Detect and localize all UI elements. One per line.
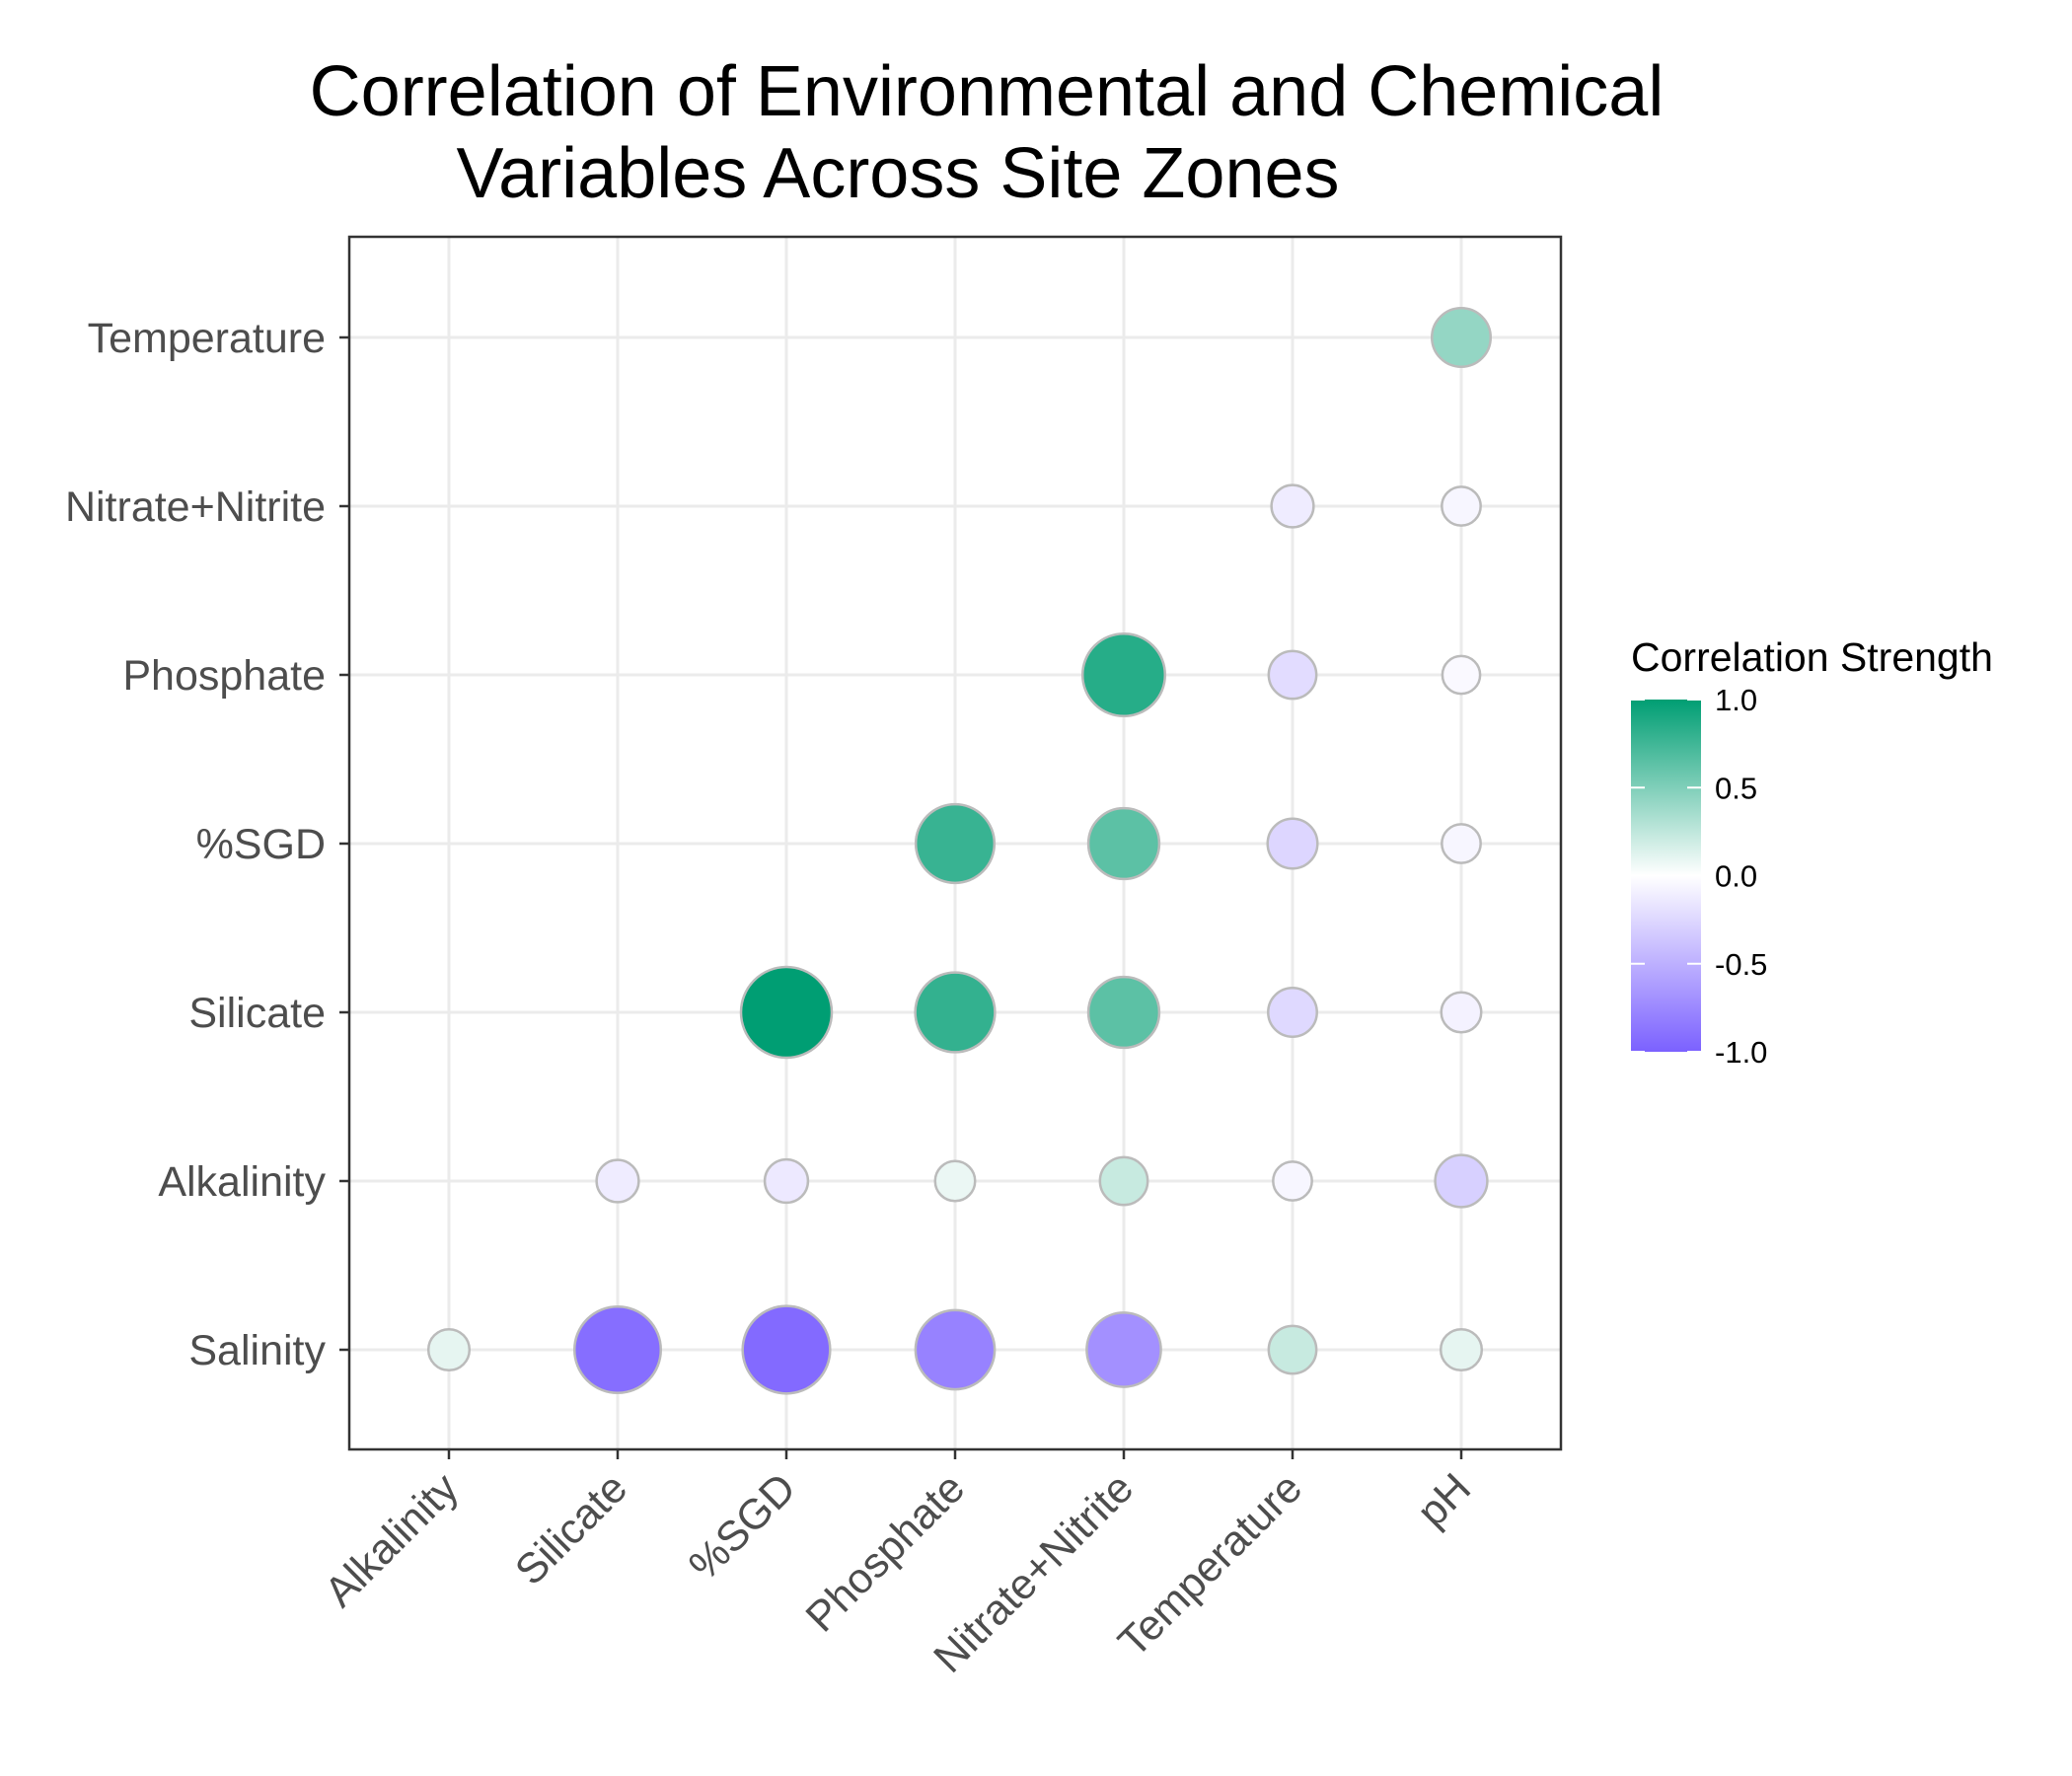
y-tick-label: Salinity xyxy=(188,1327,326,1374)
correlation-point xyxy=(741,1304,832,1395)
y-tick-label: Nitrate+Nitrite xyxy=(65,483,326,531)
x-tick-label: Silicate xyxy=(506,1464,636,1594)
legend-tick-label: 0.0 xyxy=(1715,859,1757,894)
color-legend: Correlation Strength 1.0 0.5 0.0 -0.5 -1.0 xyxy=(1631,634,1993,1070)
correlation-point xyxy=(1267,987,1318,1038)
correlation-point xyxy=(1441,485,1482,527)
correlation-point xyxy=(595,1158,640,1204)
correlation-point xyxy=(763,1157,810,1205)
correlation-point xyxy=(1080,631,1167,718)
correlation-point xyxy=(1272,1160,1313,1202)
correlation-point xyxy=(1267,649,1318,701)
correlation-point xyxy=(426,1327,472,1372)
correlation-point xyxy=(1086,806,1161,881)
correlation-point xyxy=(1086,975,1161,1050)
correlation-point xyxy=(1440,991,1483,1034)
y-tick-label: Alkalinity xyxy=(158,1158,326,1206)
correlation-point xyxy=(914,971,997,1054)
y-tick-label: Phosphate xyxy=(122,652,326,700)
x-tick-label: %SGD xyxy=(680,1464,805,1590)
correlation-point xyxy=(1266,817,1319,870)
correlation-point xyxy=(1085,1311,1162,1388)
legend-title: Correlation Strength xyxy=(1631,634,1993,680)
plot-panel: SalinityAlkalinitySilicate%SGDPhosphateN… xyxy=(65,235,1563,1682)
correlation-point xyxy=(1267,1324,1318,1375)
correlation-point xyxy=(1441,823,1482,864)
correlation-point xyxy=(1439,1327,1484,1372)
correlation-point xyxy=(933,1159,977,1203)
legend-tick-label: 1.0 xyxy=(1715,683,1757,717)
correlation-point xyxy=(1098,1155,1149,1207)
legend-tick-label: 0.5 xyxy=(1715,771,1757,805)
x-tick-label: Temperature xyxy=(1109,1464,1311,1666)
legend-tick-label: -1.0 xyxy=(1715,1035,1767,1070)
correlation-point xyxy=(914,1308,997,1391)
correlation-point xyxy=(1434,1153,1489,1209)
x-tick-label: Phosphate xyxy=(797,1464,974,1641)
x-tick-label: Alkalinity xyxy=(316,1464,468,1616)
chart-title-line-2: Variables Across Site Zones xyxy=(456,134,1339,213)
correlation-point xyxy=(572,1304,663,1395)
x-tick-label: pH xyxy=(1408,1464,1480,1536)
correlation-point xyxy=(1270,483,1315,529)
correlation-point xyxy=(1430,306,1493,369)
y-tick-label: Temperature xyxy=(88,315,326,362)
chart-title-line-1: Correlation of Environmental and Chemica… xyxy=(310,52,1665,131)
correlation-point xyxy=(1441,654,1482,696)
correlation-point xyxy=(739,965,834,1060)
correlation-point xyxy=(914,802,997,885)
y-tick-label: %SGD xyxy=(196,821,326,868)
y-tick-label: Silicate xyxy=(188,990,326,1037)
legend-tick-label: -0.5 xyxy=(1715,947,1767,982)
